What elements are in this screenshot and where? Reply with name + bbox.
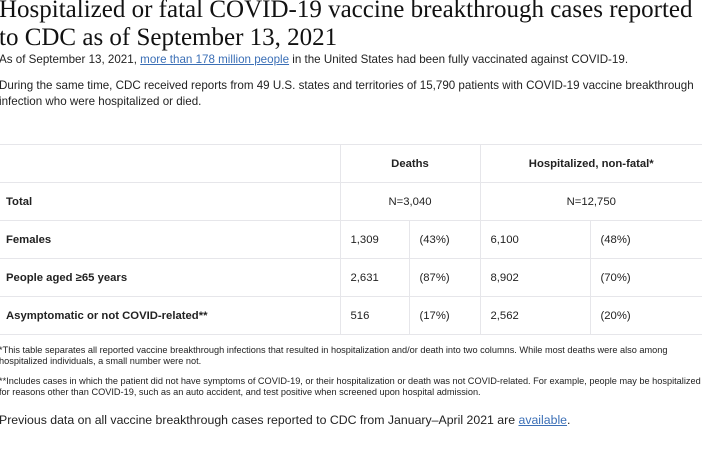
intro-paragraph: As of September 13, 2021, more than 178 … [0,52,702,68]
intro-text-end: in the United States had been fully vacc… [289,53,629,66]
row-label: People aged ≥65 years [0,258,340,297]
hosp-count: 8,902 [479,258,590,297]
header-hospitalized: Hospitalized, non-fatal* [479,144,702,183]
table-row: Asymptomatic or not COVID-related** 516 … [0,296,702,335]
hosp-percent: (48%) [589,220,702,259]
total-deaths: N=3,040 [339,182,480,221]
deaths-count: 1,309 [339,220,409,259]
deaths-percent: (43%) [408,220,480,259]
previous-data-paragraph: Previous data on all vaccine breakthroug… [0,412,702,428]
intro-text: As of September 13, 2021, [0,53,141,66]
hosp-count: 6,100 [479,220,590,259]
hosp-count: 2,562 [479,296,590,335]
row-label: Asymptomatic or not COVID-related** [0,296,340,335]
previous-text-end: . [567,413,571,427]
vaccinated-people-link[interactable]: more than 178 million people [140,53,290,66]
previous-text: Previous data on all vaccine breakthroug… [0,413,519,427]
reports-paragraph: During the same time, CDC received repor… [0,79,694,108]
breakthrough-table: Deaths Hospitalized, non-fatal* Total N=… [0,144,702,335]
page-content: Hospitalized or fatal COVID-19 vaccine b… [0,0,702,428]
header-deaths: Deaths [339,144,480,183]
row-label: Total [0,182,340,221]
table-row: Females 1,309 (43%) 6,100 (48%) [0,220,702,259]
available-link[interactable]: available [518,413,568,427]
hosp-percent: (70%) [589,258,702,297]
footnote-1: *This table separates all reported vacci… [0,345,668,366]
deaths-percent: (17%) [408,296,480,335]
deaths-count: 516 [339,296,409,335]
hosp-percent: (20%) [589,296,702,335]
deaths-count: 2,631 [339,258,409,297]
header-blank [0,144,340,183]
page-title: Hospitalized or fatal COVID-19 vaccine b… [0,0,693,51]
table-header-row: Deaths Hospitalized, non-fatal* [0,144,702,183]
table-row: People aged ≥65 years 2,631 (87%) 8,902 … [0,258,702,297]
footnote-2: **Includes cases in which the patient di… [0,376,701,397]
total-hospitalized: N=12,750 [479,182,702,221]
table-row-total: Total N=3,040 N=12,750 [0,182,702,221]
deaths-percent: (87%) [408,258,480,297]
row-label: Females [0,220,340,259]
